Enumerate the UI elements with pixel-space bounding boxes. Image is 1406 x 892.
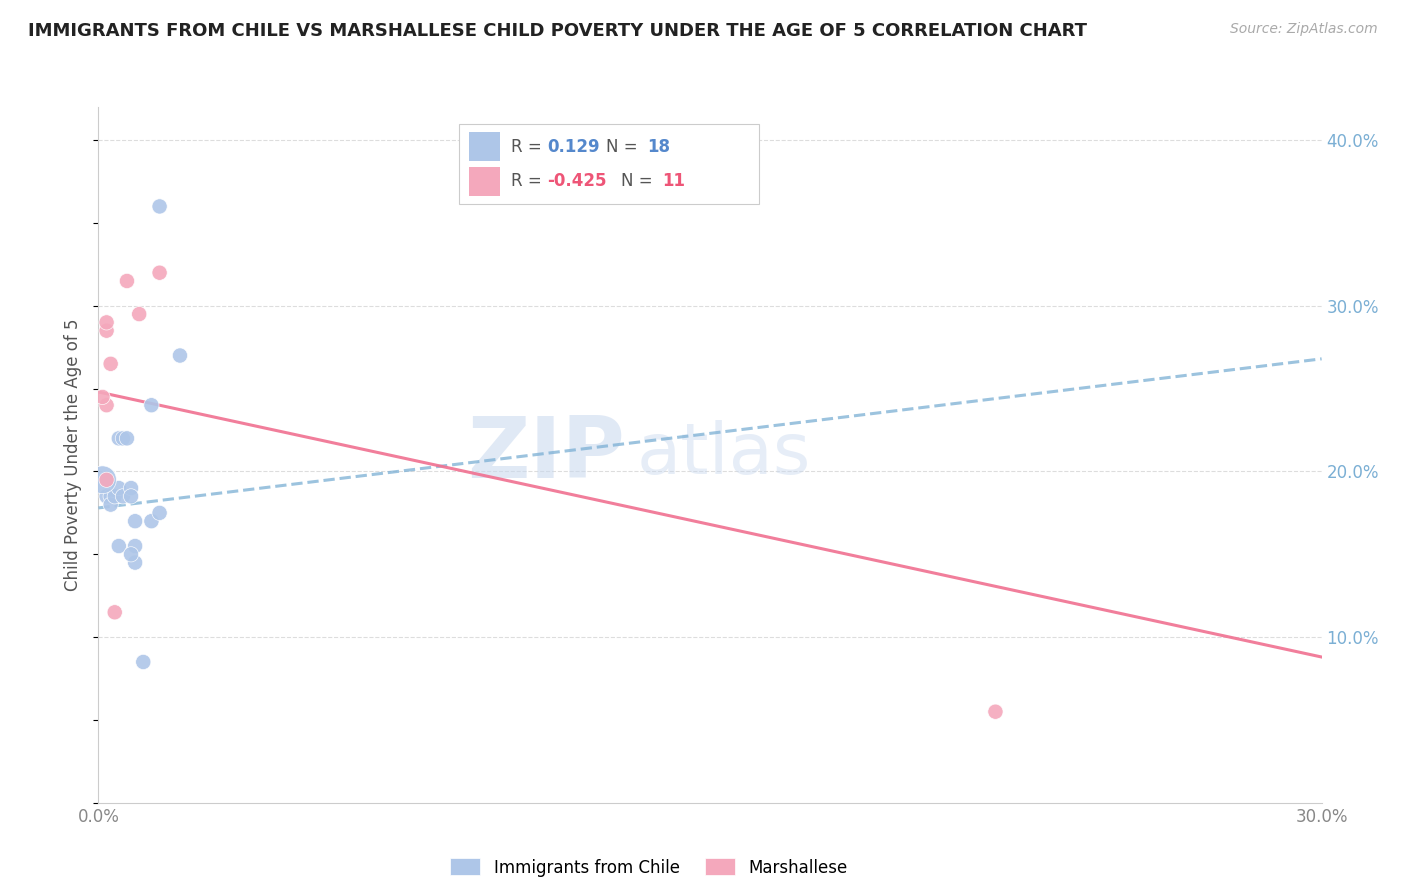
Point [120,547,142,561]
Point [149,266,172,280]
Text: 11: 11 [662,172,685,191]
Point [120,489,142,503]
Text: -0.425: -0.425 [547,172,607,191]
Point [108,539,131,553]
Text: 0.129: 0.129 [547,137,600,156]
Point [96,398,118,412]
Point [100,498,122,512]
Point [141,398,163,412]
Text: 18: 18 [648,137,671,156]
Text: R =: R = [510,172,547,191]
Point [91,473,114,487]
Point [128,307,150,321]
Legend: Immigrants from Chile, Marshallese: Immigrants from Chile, Marshallese [441,850,856,885]
Point [124,539,146,553]
Text: Source: ZipAtlas.com: Source: ZipAtlas.com [1230,22,1378,37]
Point [115,431,138,445]
Point [96,489,118,503]
Point [104,605,127,619]
Text: R =: R = [510,137,547,156]
FancyBboxPatch shape [470,167,499,196]
Point [104,489,127,503]
Point [108,481,131,495]
Point [111,431,134,445]
Y-axis label: Child Poverty Under the Age of 5: Child Poverty Under the Age of 5 [65,318,83,591]
Point [149,506,172,520]
Text: atlas: atlas [637,420,811,490]
Point [141,514,163,528]
Text: N =: N = [620,172,658,191]
Point [100,357,122,371]
Point [100,489,122,503]
Point [115,274,138,288]
FancyBboxPatch shape [460,124,759,204]
Point [124,556,146,570]
Point [111,489,134,503]
Text: IMMIGRANTS FROM CHILE VS MARSHALLESE CHILD POVERTY UNDER THE AGE OF 5 CORRELATIO: IMMIGRANTS FROM CHILE VS MARSHALLESE CHI… [28,22,1087,40]
Text: N =: N = [606,137,643,156]
Point [169,349,191,363]
Point [124,514,146,528]
Text: ZIP: ZIP [467,413,624,497]
Point [149,199,172,213]
Point [108,431,131,445]
Point [120,481,142,495]
FancyBboxPatch shape [470,132,499,161]
Point [96,315,118,329]
Point [91,390,114,404]
Point [984,705,1007,719]
Point [132,655,155,669]
Point [96,324,118,338]
Point [96,473,118,487]
